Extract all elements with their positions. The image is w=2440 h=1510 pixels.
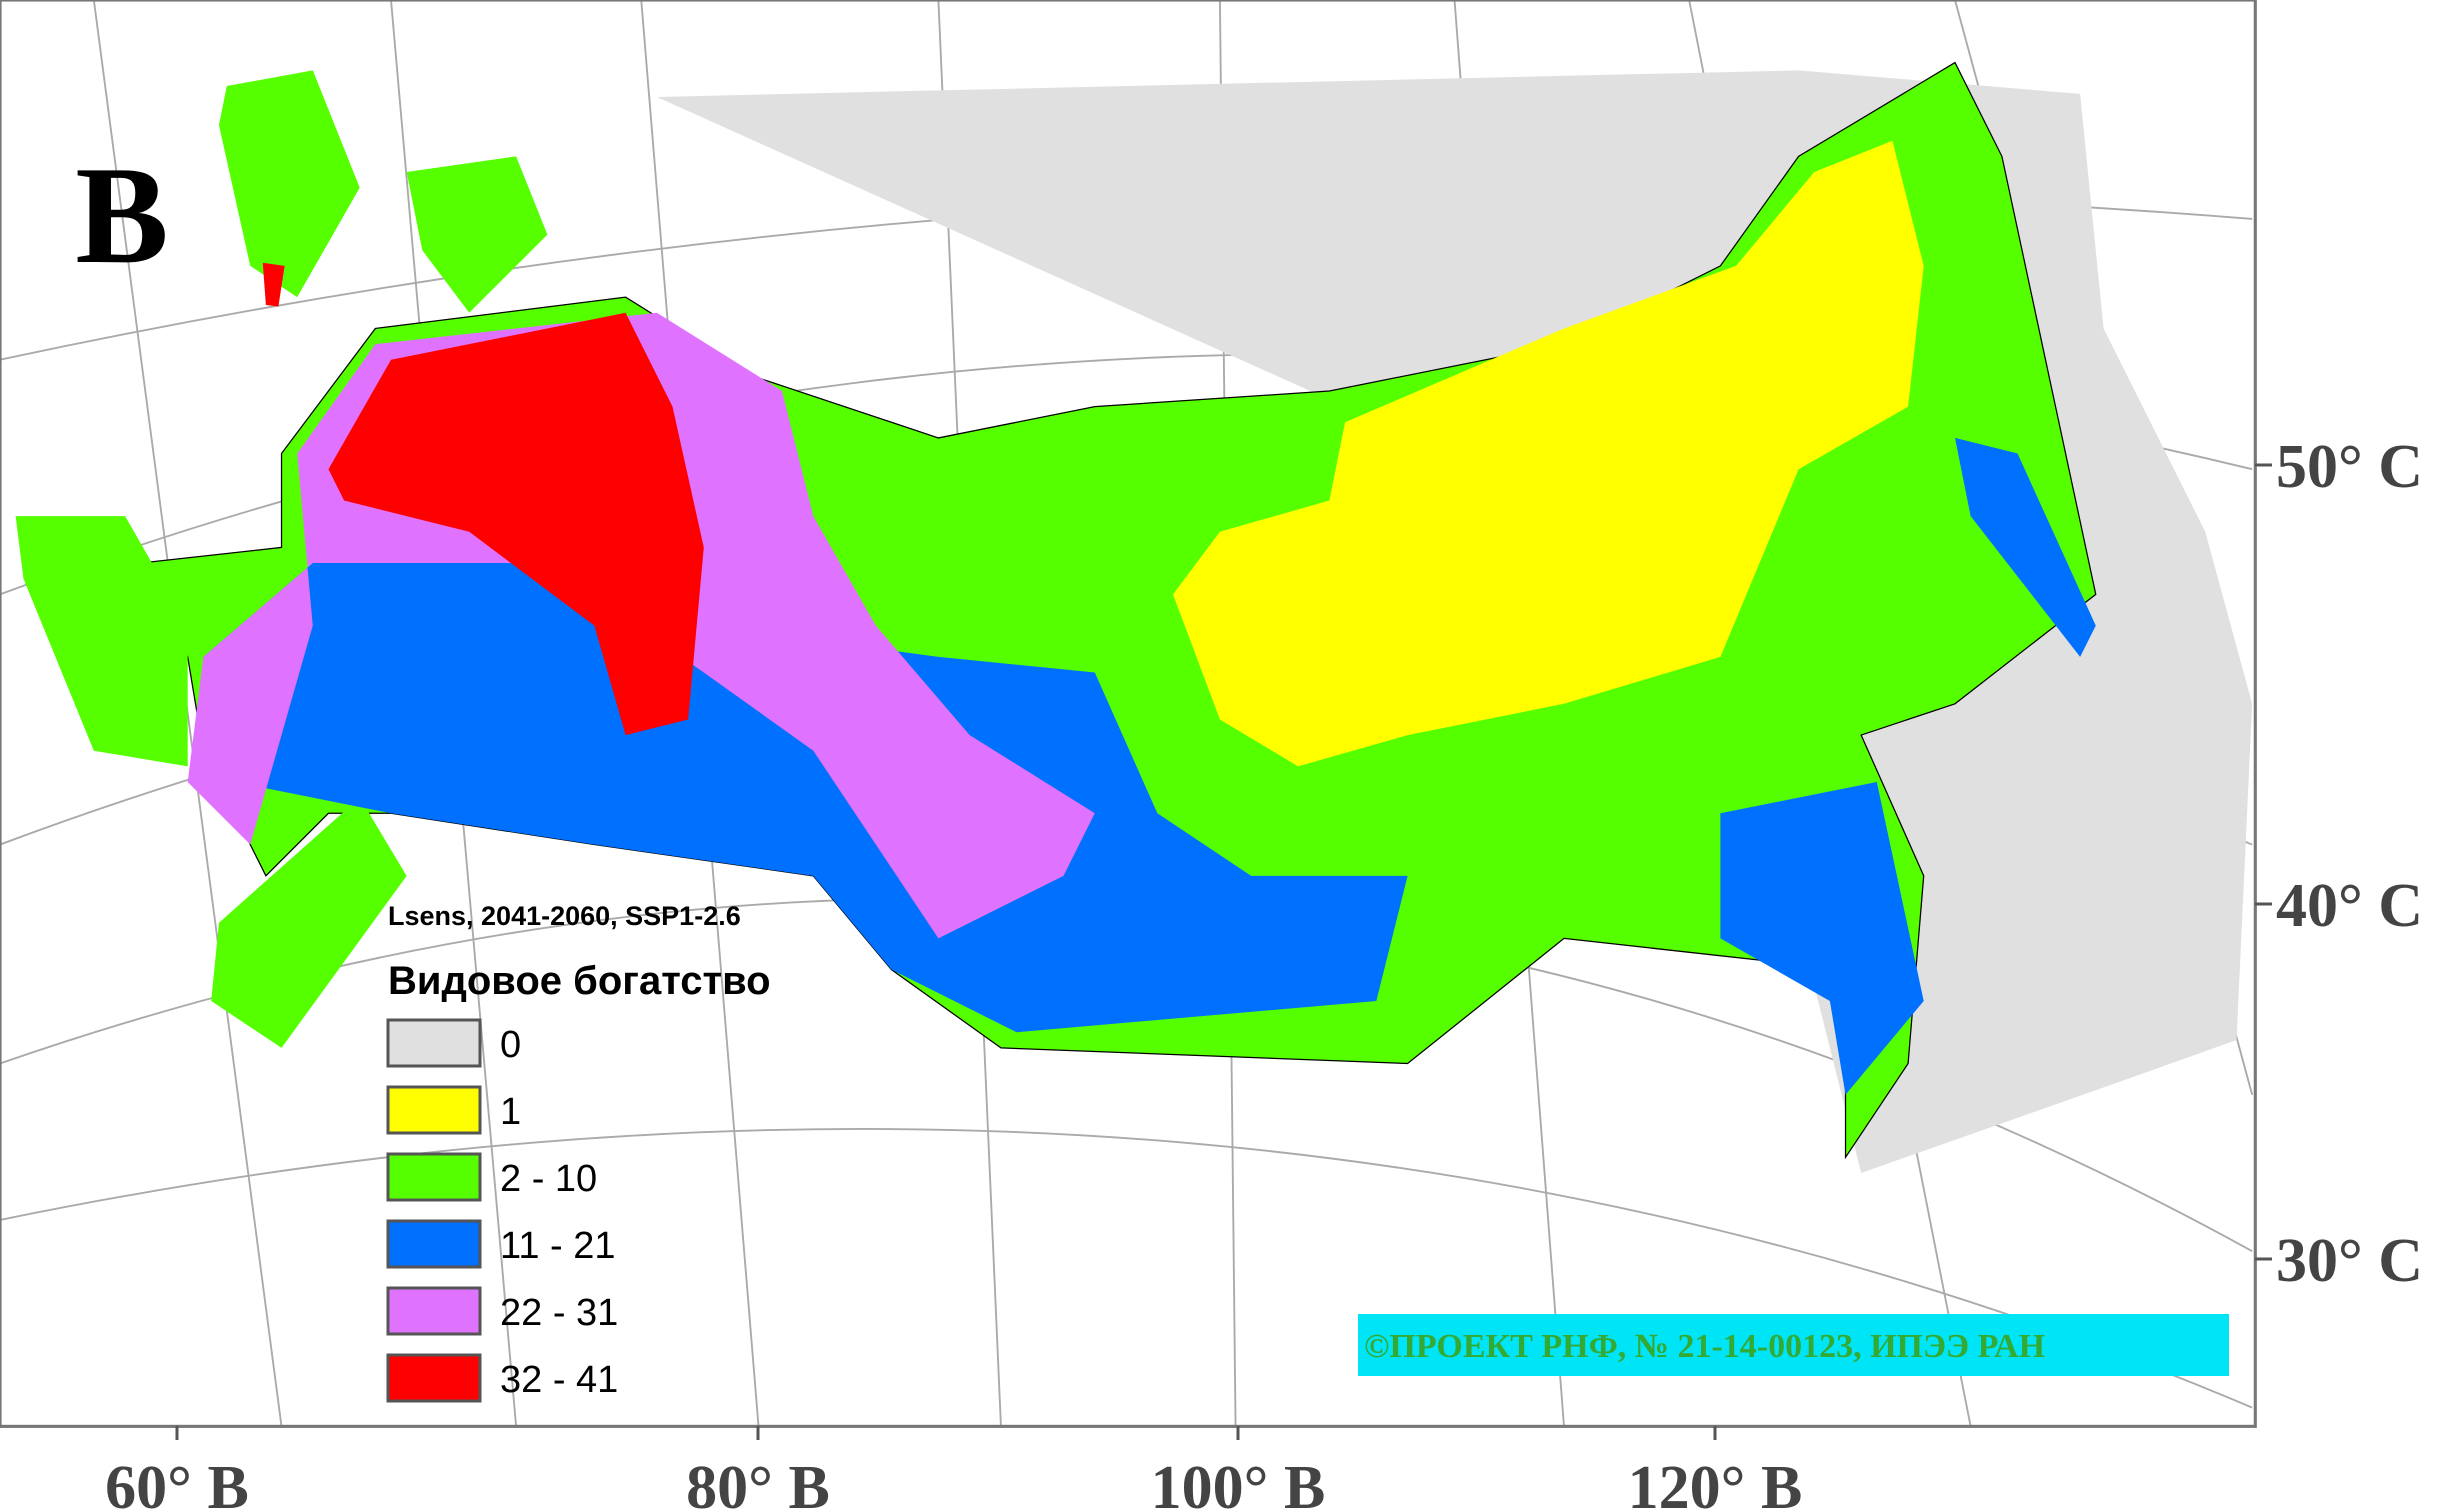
- legend-swatch: [386, 1085, 482, 1135]
- richness-zone: [328, 312, 704, 736]
- legend-title: Видовое богатство: [388, 959, 771, 1003]
- legend-label: 22 - 31: [500, 1292, 618, 1334]
- latitude-label: 50° С: [2276, 433, 2423, 501]
- legend-swatch: [386, 1353, 482, 1403]
- legend-subtitle: Lsens, 2041-2060, SSP1-2.6: [388, 901, 741, 931]
- legend-swatch: [386, 1219, 482, 1269]
- longitude-label: 60° В: [105, 1454, 249, 1510]
- legend-label: 11 - 21: [500, 1225, 615, 1267]
- legend-label: 2 - 10: [500, 1158, 597, 1200]
- map-body: [0, 0, 2257, 1428]
- longitude-label: 120° В: [1628, 1454, 1803, 1510]
- richness-zone: [203, 500, 1408, 1033]
- legend-swatch: [386, 1152, 482, 1202]
- longitude-label: 100° В: [1151, 1454, 1326, 1510]
- latitude-label: 30° С: [2276, 1227, 2423, 1295]
- richness-zone: [1955, 437, 2096, 657]
- island: [218, 70, 360, 298]
- copyright: ©ПРОЕКТ РНФ, № 21-14-00123, ИПЭЭ РАН: [1364, 1328, 2045, 1365]
- legend-swatch: [386, 1286, 482, 1336]
- land-region: [211, 797, 407, 1048]
- richness-zone: [1720, 782, 1924, 1095]
- richness-zone: [1173, 140, 1924, 767]
- legend-label: 32 - 41: [500, 1359, 618, 1401]
- legend-swatch: [386, 1018, 482, 1068]
- land-region: [15, 516, 188, 767]
- latitude-label: 40° С: [2276, 872, 2423, 940]
- richness-zone: [262, 262, 285, 307]
- longitude-label: 80° В: [686, 1454, 830, 1510]
- legend-label: 0: [500, 1024, 521, 1066]
- peninsula: [406, 156, 548, 313]
- panel-letter: В: [75, 138, 168, 293]
- copyright-box: [1358, 1314, 2229, 1376]
- legend-label: 1: [500, 1091, 521, 1133]
- map-frame: [0, 0, 2257, 1428]
